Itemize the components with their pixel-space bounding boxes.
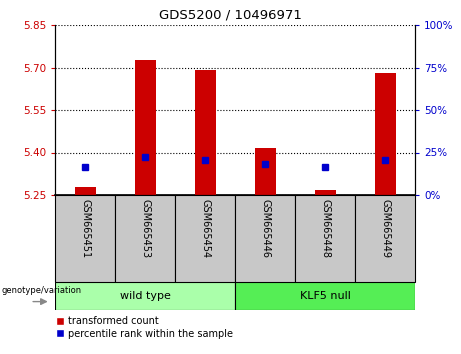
Text: GSM665449: GSM665449 — [380, 199, 390, 258]
Bar — [235, 282, 415, 310]
Text: GSM665448: GSM665448 — [320, 199, 330, 258]
Bar — [75, 187, 95, 195]
Bar — [195, 70, 215, 195]
Bar — [374, 73, 396, 195]
Legend: transformed count, percentile rank within the sample: transformed count, percentile rank withi… — [56, 316, 233, 339]
Bar — [115, 195, 175, 282]
Bar — [135, 61, 155, 195]
Bar — [175, 195, 235, 282]
Bar — [314, 190, 336, 195]
Text: GSM665446: GSM665446 — [260, 199, 270, 258]
Text: GSM665454: GSM665454 — [200, 199, 210, 258]
Text: wild type: wild type — [119, 291, 171, 301]
Text: GDS5200 / 10496971: GDS5200 / 10496971 — [159, 8, 302, 21]
Bar — [254, 148, 276, 195]
Text: GSM665453: GSM665453 — [140, 199, 150, 258]
Bar — [235, 195, 295, 282]
Text: GSM665451: GSM665451 — [80, 199, 90, 258]
Bar — [355, 195, 415, 282]
Bar — [55, 282, 235, 310]
Bar — [55, 195, 115, 282]
Text: KLF5 null: KLF5 null — [300, 291, 350, 301]
Text: genotype/variation: genotype/variation — [1, 286, 81, 295]
Bar — [295, 195, 355, 282]
